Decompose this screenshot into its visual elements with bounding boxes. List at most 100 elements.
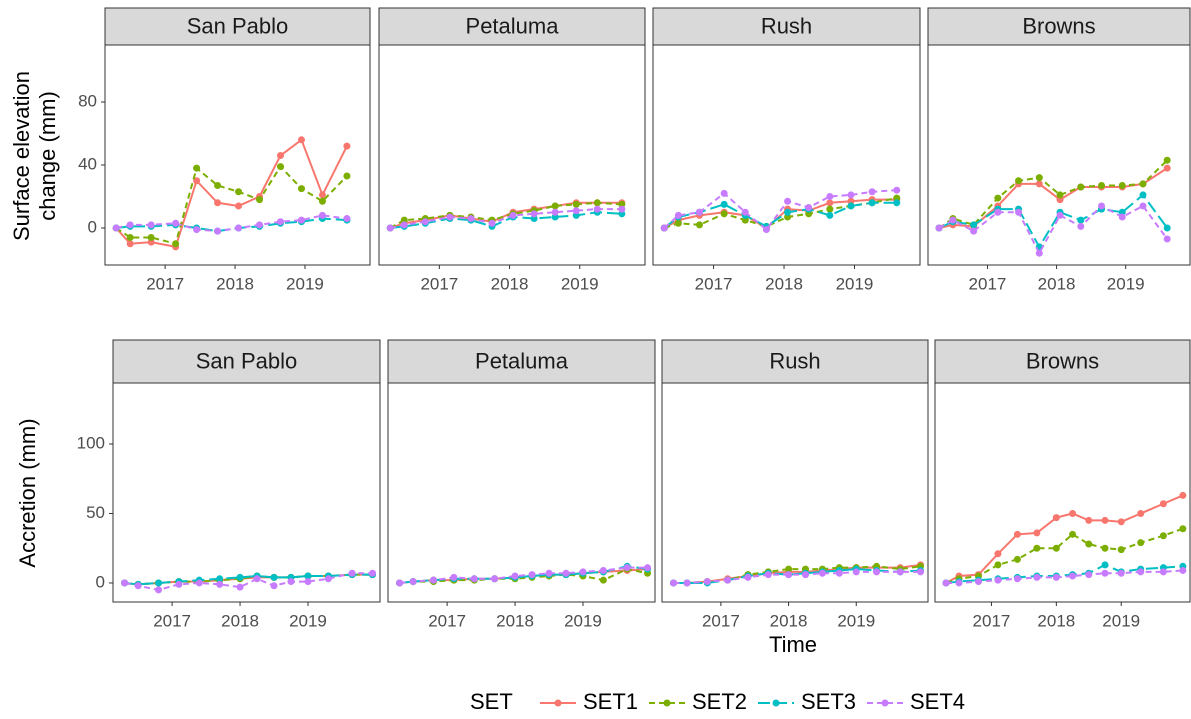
facet-title: Rush [761, 13, 812, 38]
legend-key-point [772, 699, 780, 707]
x-tick-label: 2018 [1038, 274, 1076, 293]
data-point [784, 197, 792, 205]
data-point [1033, 544, 1041, 552]
data-point [744, 573, 752, 581]
data-point [1035, 174, 1043, 182]
x-axis-title: Time [769, 632, 817, 657]
data-point [1163, 156, 1171, 164]
data-point [343, 142, 351, 150]
data-point [491, 575, 499, 583]
data-point [277, 152, 285, 160]
x-tick-label: 2019 [564, 611, 602, 630]
data-point [343, 172, 351, 180]
facet-title: Browns [1022, 13, 1095, 38]
data-point [396, 579, 404, 587]
data-point [579, 568, 587, 576]
data-point [1098, 202, 1106, 210]
data-point [1052, 514, 1060, 522]
data-point [172, 240, 180, 248]
data-point [193, 226, 201, 234]
data-point [446, 213, 454, 221]
x-tick-label: 2018 [770, 611, 808, 630]
data-point [509, 211, 517, 219]
legend-label: SET1 [583, 689, 638, 714]
data-point [450, 573, 458, 581]
data-point [674, 219, 682, 227]
data-point [644, 564, 652, 572]
series-line [389, 201, 622, 229]
data-point [193, 164, 201, 172]
data-point [893, 186, 901, 194]
series-line [938, 167, 1168, 229]
data-point [852, 568, 860, 576]
data-point [1179, 566, 1187, 574]
panel [112, 382, 381, 603]
data-point [551, 202, 559, 210]
data-point [1013, 575, 1021, 583]
data-point [488, 219, 496, 227]
data-point [1085, 540, 1093, 548]
facet-title: Rush [769, 348, 820, 373]
data-point [1101, 561, 1109, 569]
y-tick-label: 100 [77, 433, 105, 452]
data-point [826, 211, 834, 219]
data-point [386, 224, 394, 232]
data-point [1159, 500, 1167, 508]
data-point [318, 197, 326, 205]
data-point [400, 221, 408, 229]
data-point [236, 583, 244, 591]
data-point [720, 189, 728, 197]
data-point [1163, 224, 1171, 232]
data-point [1163, 235, 1171, 243]
data-point [1015, 208, 1023, 216]
data-point [917, 568, 925, 576]
data-point [703, 578, 711, 586]
data-point [155, 586, 163, 594]
x-tick-label: 2018 [496, 611, 534, 630]
data-point [618, 205, 626, 213]
x-tick-label: 2017 [146, 274, 184, 293]
data-point [1101, 544, 1109, 552]
data-point [896, 568, 904, 576]
series-line [390, 211, 622, 229]
data-point [343, 215, 351, 223]
data-point [1137, 568, 1145, 576]
data-point [670, 579, 678, 587]
data-point [826, 192, 834, 200]
data-point [214, 181, 222, 189]
x-tick-label: 2018 [1037, 611, 1075, 630]
legend-title: SET [470, 689, 513, 714]
data-point [562, 569, 570, 577]
series-line [938, 159, 1168, 229]
strip [378, 7, 646, 46]
data-point [593, 199, 601, 207]
x-tick-label: 2017 [420, 274, 458, 293]
x-tick-label: 2019 [561, 274, 599, 293]
facet-title: Petaluma [466, 13, 560, 38]
data-point [467, 215, 475, 223]
data-point [1179, 525, 1187, 533]
data-point [994, 194, 1002, 202]
data-point [593, 205, 601, 213]
x-tick-label: 2017 [695, 274, 733, 293]
x-tick-label: 2019 [289, 611, 327, 630]
data-point [1077, 222, 1085, 230]
data-point [1118, 181, 1126, 189]
x-tick-label: 2019 [1107, 274, 1145, 293]
data-point [121, 579, 129, 587]
data-point [1069, 572, 1077, 580]
data-point [720, 200, 728, 208]
facet-title: San Pablo [187, 13, 289, 38]
panel [652, 44, 921, 266]
data-point [868, 188, 876, 196]
legend-key-point [554, 699, 562, 707]
panel [934, 382, 1191, 603]
data-point [762, 226, 770, 234]
y-tick-label: 80 [78, 91, 97, 110]
data-point [256, 196, 264, 204]
x-tick-label: 2019 [286, 274, 324, 293]
data-point [1117, 518, 1125, 526]
data-point [868, 199, 876, 207]
series-line [938, 193, 1168, 249]
